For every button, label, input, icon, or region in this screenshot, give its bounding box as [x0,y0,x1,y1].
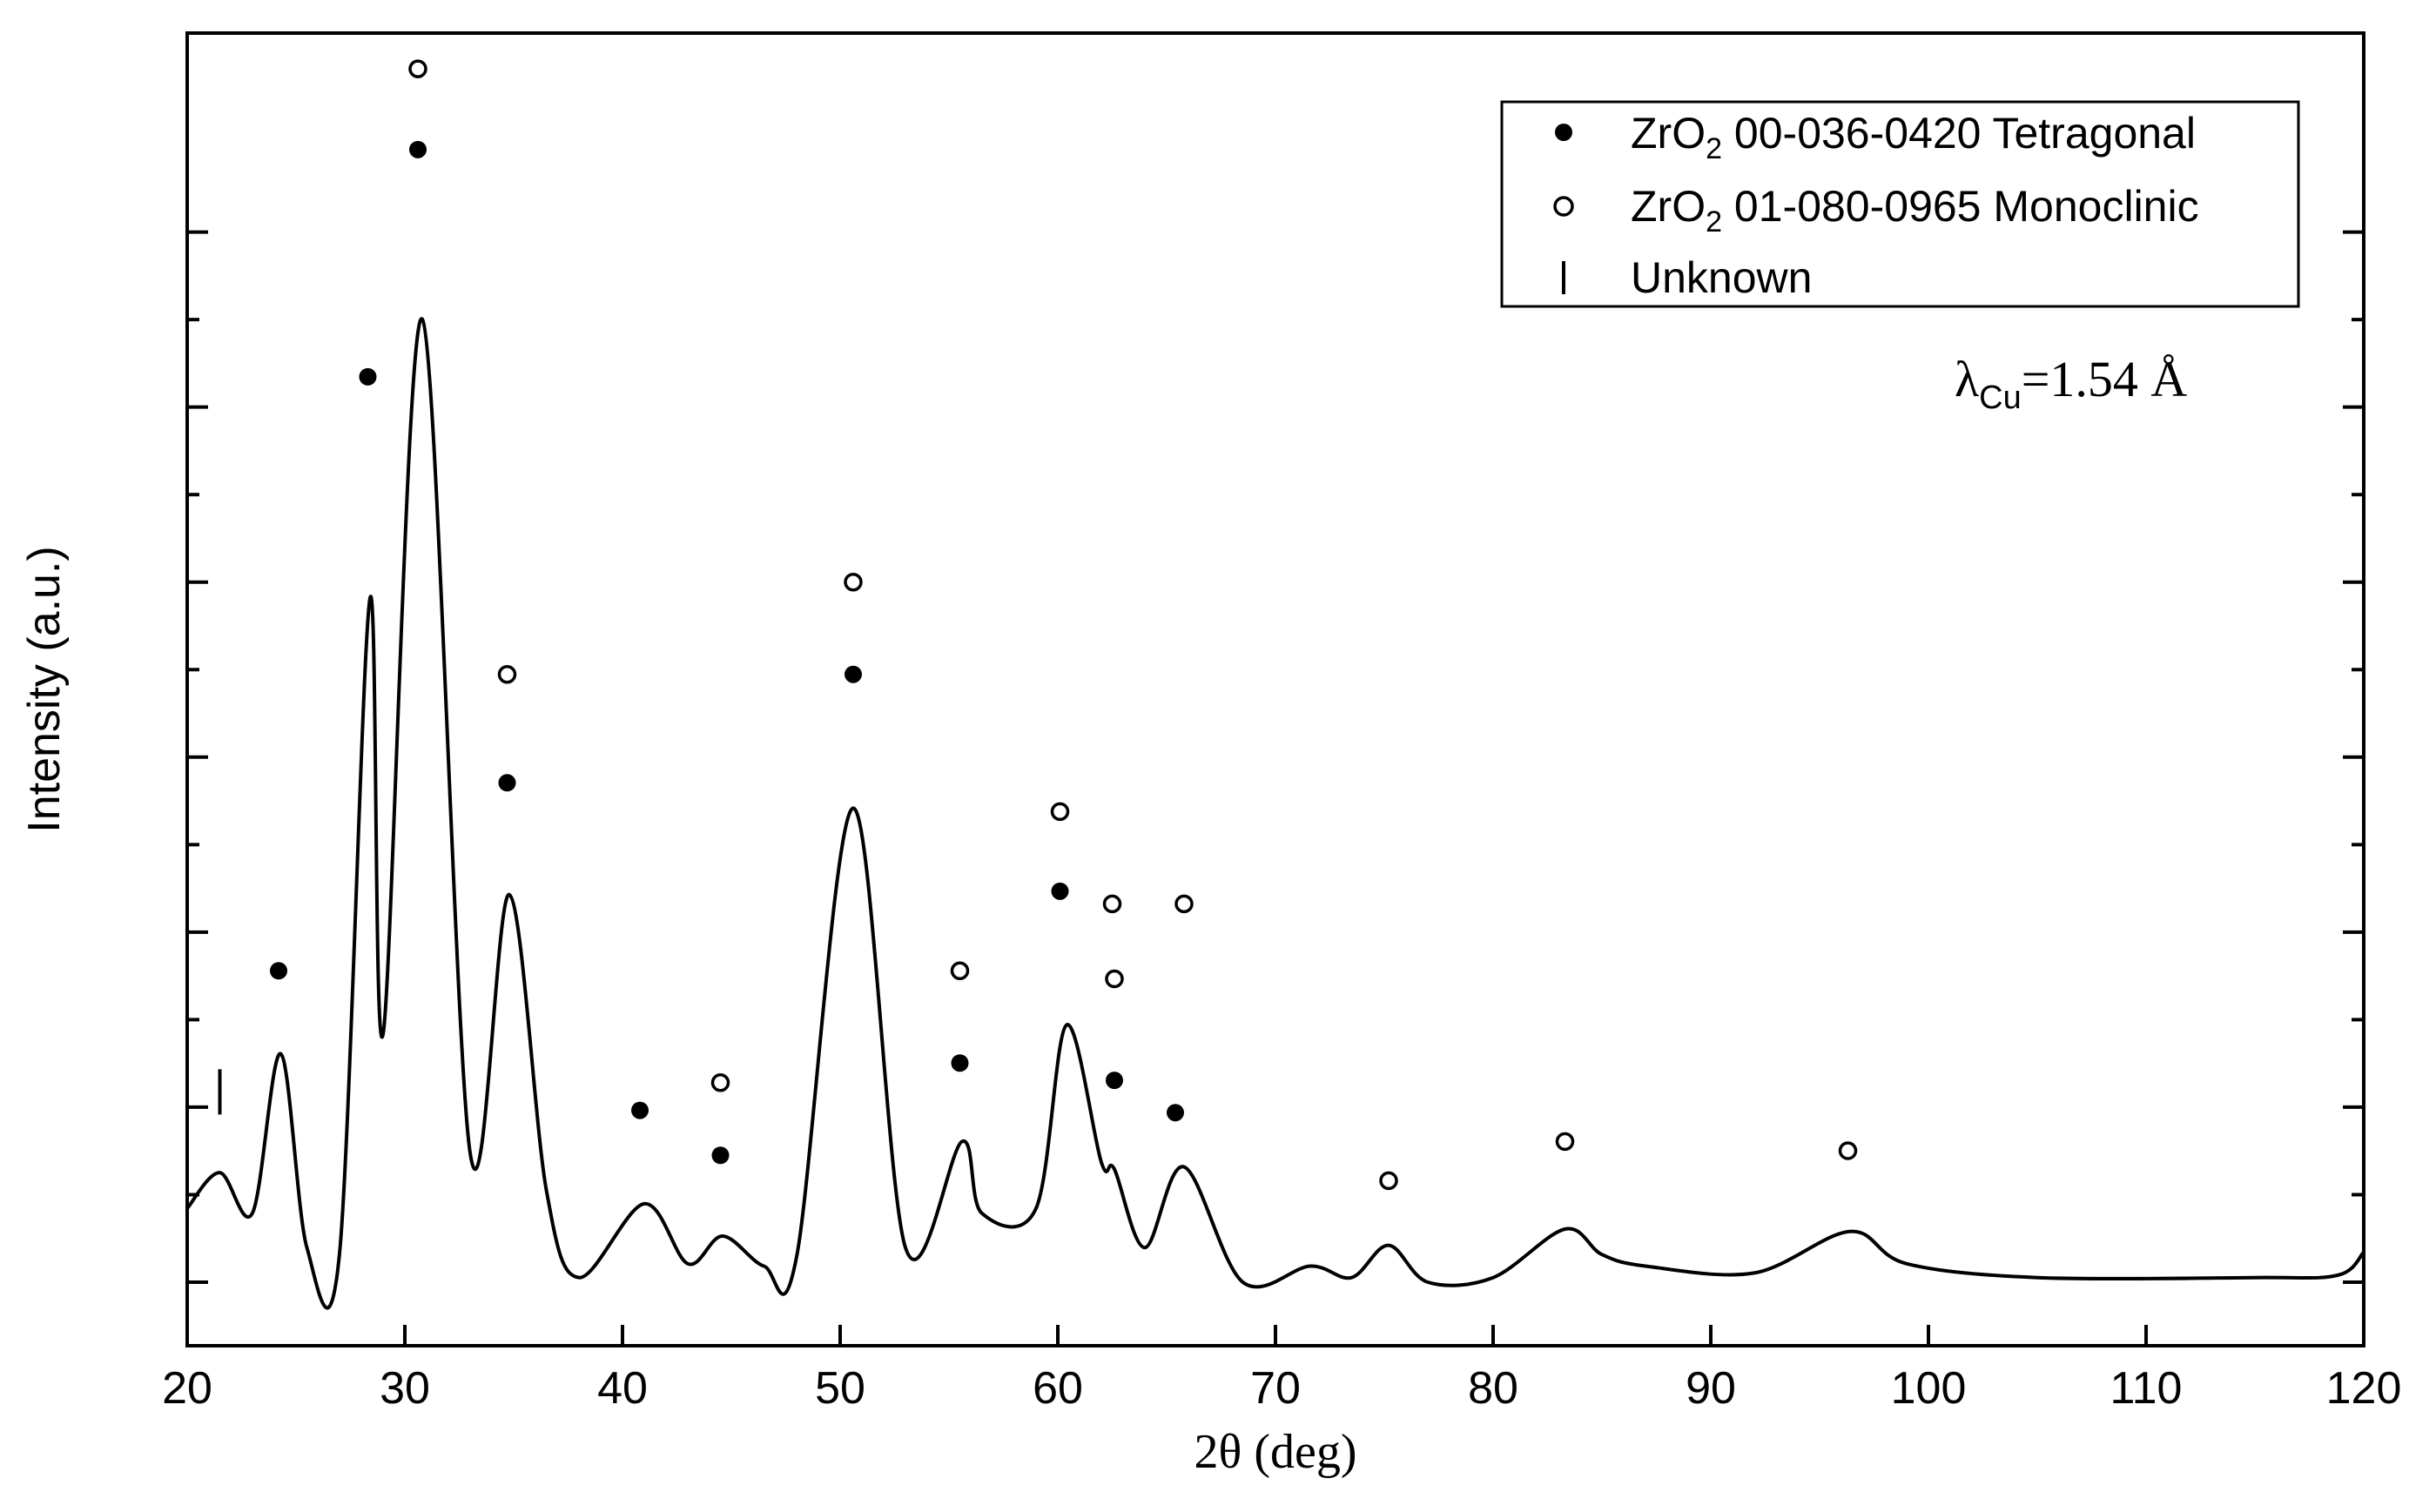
x-axis-ticks: 20 30 40 50 60 70 80 90 100 110 120 [162,1325,2401,1414]
legend: ZrO2 00-036-0420 Tetragonal ZrO2 01-080-… [1500,100,2300,308]
monoclinic-marker [1379,1171,1398,1191]
tetragonal-marker [845,665,862,683]
monoclinic-marker [1050,802,1070,822]
phase-markers [218,59,1858,1191]
x-tick-label: 70 [1250,1363,1301,1414]
x-tick-label: 40 [597,1363,648,1414]
legend-marker-tetragonal [1555,124,1572,141]
monoclinic-marker [950,961,970,980]
tetragonal-marker [409,140,427,158]
tetragonal-marker [1106,1072,1123,1090]
x-tick-label: 30 [380,1363,430,1414]
monoclinic-marker [1838,1141,1858,1160]
diffraction-pattern-line [185,317,2365,1310]
monoclinic-marker [1102,894,1122,914]
y-axis-label: Intensity (a.u.) [19,546,70,832]
monoclinic-marker [844,572,863,592]
x-tick-label: 60 [1033,1363,1083,1414]
legend-label-unknown: Unknown [1631,253,1812,302]
tetragonal-marker [270,962,287,980]
legend-marker-monoclinic [1553,196,1574,217]
x-tick-label: 80 [1468,1363,1518,1414]
tetragonal-marker [1051,882,1069,900]
x-axis-label: 2θ (deg) [1194,1425,1357,1479]
legend-box [1500,100,2300,308]
legend-label-tetragonal: ZrO2 00-036-0420 Tetragonal [1631,109,2196,165]
x-tick-label: 100 [1891,1363,1967,1414]
tetragonal-marker [631,1101,649,1119]
monoclinic-marker [497,664,517,684]
tetragonal-marker [359,367,377,386]
x-tick-label: 50 [815,1363,865,1414]
legend-label-monoclinic: ZrO2 01-080-0965 Monoclinic [1631,182,2199,239]
x-tick-label: 120 [2326,1363,2402,1414]
monoclinic-marker [1105,969,1124,989]
tetragonal-marker [1167,1104,1184,1122]
monoclinic-marker [1555,1132,1575,1152]
tetragonal-marker [711,1146,730,1165]
x-tick-label: 20 [162,1363,212,1414]
monoclinic-marker [408,59,427,78]
y-axis-ticks [187,230,2364,1284]
tetragonal-marker [498,774,516,792]
monoclinic-marker [1174,894,1194,914]
tetragonal-marker [951,1054,969,1072]
monoclinic-marker [710,1073,730,1092]
wavelength-annotation: λCu=1.54 Å [1955,351,2187,416]
x-tick-label: 110 [2110,1363,2183,1414]
x-tick-label: 90 [1686,1363,1736,1414]
